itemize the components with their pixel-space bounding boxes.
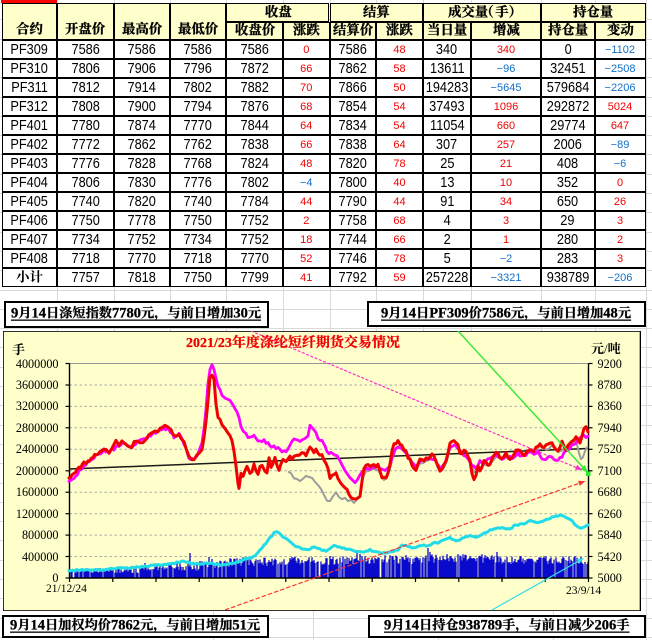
svg-text:7862: 7862 — [111, 618, 140, 634]
svg-text:7586: 7586 — [482, 305, 511, 321]
svg-text:14: 14 — [405, 618, 420, 634]
svg-text:14: 14 — [30, 618, 45, 634]
svg-text:14: 14 — [32, 305, 47, 321]
svg-text:2021/23: 2021/23 — [186, 335, 232, 350]
svg-text:7780: 7780 — [112, 305, 141, 321]
svg-text:9: 9 — [381, 305, 388, 321]
svg-text:14: 14 — [402, 305, 417, 321]
svg-text:/: / — [604, 341, 608, 356]
svg-text:9: 9 — [10, 618, 17, 634]
svg-text:48: 48 — [604, 305, 619, 321]
svg-text:9: 9 — [11, 305, 18, 321]
svg-text:51: 51 — [232, 618, 247, 634]
svg-text:206: 206 — [595, 618, 617, 634]
svg-text:30: 30 — [234, 305, 249, 321]
svg-text:938789: 938789 — [459, 618, 503, 634]
svg-text:PF309: PF309 — [429, 305, 468, 321]
svg-text:9: 9 — [384, 618, 391, 634]
